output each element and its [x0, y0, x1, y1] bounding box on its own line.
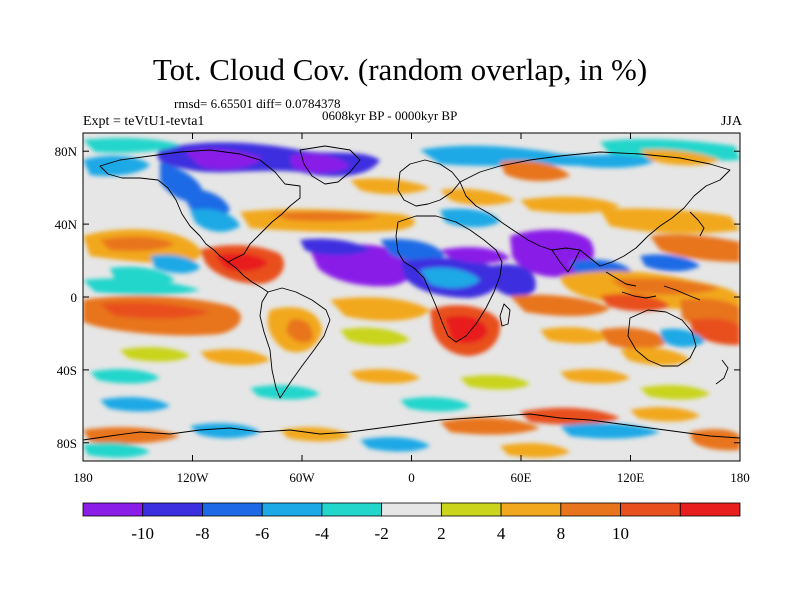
colorbar-label: 4 — [497, 524, 506, 543]
colorbar-swatch — [620, 502, 681, 517]
lon-tick-label: 180 — [73, 470, 93, 485]
rmsd-diff-stats: rmsd= 6.65501 diff= 0.0784378 — [174, 96, 341, 111]
colorbar-swatch — [82, 502, 144, 517]
map-plot-area — [82, 132, 741, 462]
lon-axis: 180 120W 60W 0 60E 120E 180 — [73, 133, 750, 485]
lon-tick-label: 180 — [730, 470, 750, 485]
coastlines — [83, 145, 740, 441]
colorbar-swatch — [142, 502, 203, 517]
colorbar-label: -4 — [315, 524, 330, 543]
colorbar-swatch — [202, 502, 263, 517]
colorbar: -10 -8 -6 -4 -2 2 4 8 10 — [82, 502, 741, 543]
colorbar-label: -2 — [375, 524, 389, 543]
colorbar-swatch — [261, 502, 323, 517]
colorbar-swatch — [321, 502, 383, 517]
lat-tick-label: 80N — [55, 144, 78, 159]
colorbar-swatch — [500, 502, 562, 517]
lon-tick-label: 60E — [511, 470, 532, 485]
lon-tick-label: 120W — [177, 470, 210, 485]
colorbar-swatch — [381, 502, 442, 517]
colorbar-swatch — [440, 502, 502, 517]
colorbar-swatch — [679, 502, 741, 517]
colorbar-label: 2 — [437, 524, 446, 543]
map-title: Tot. Cloud Cov. (random overlap, in %) — [152, 52, 648, 87]
colorbar-label: -10 — [131, 524, 154, 543]
lon-tick-label: 60W — [289, 470, 315, 485]
colorbar-label: 8 — [557, 524, 566, 543]
season-label: JJA — [720, 114, 742, 129]
lon-tick-label: 120E — [617, 470, 645, 485]
lat-axis: 80N 40N 0 40S 80S — [55, 144, 740, 451]
cloud-cover-anomaly-field — [83, 137, 740, 458]
colorbar-label: 10 — [612, 524, 629, 543]
lat-tick-label: 40N — [55, 217, 78, 232]
colorbar-label: -6 — [255, 524, 269, 543]
experiment-label: Expt = teVtU1-tevta1 — [83, 114, 205, 129]
lat-tick-label: 0 — [71, 290, 78, 305]
lon-tick-label: 0 — [408, 470, 415, 485]
colorbar-label: -8 — [195, 524, 209, 543]
colorbar-swatch — [560, 502, 621, 517]
lat-tick-label: 80S — [57, 436, 77, 451]
lat-tick-label: 40S — [57, 363, 77, 378]
time-period: 0608kyr BP - 0000kyr BP — [322, 108, 458, 123]
